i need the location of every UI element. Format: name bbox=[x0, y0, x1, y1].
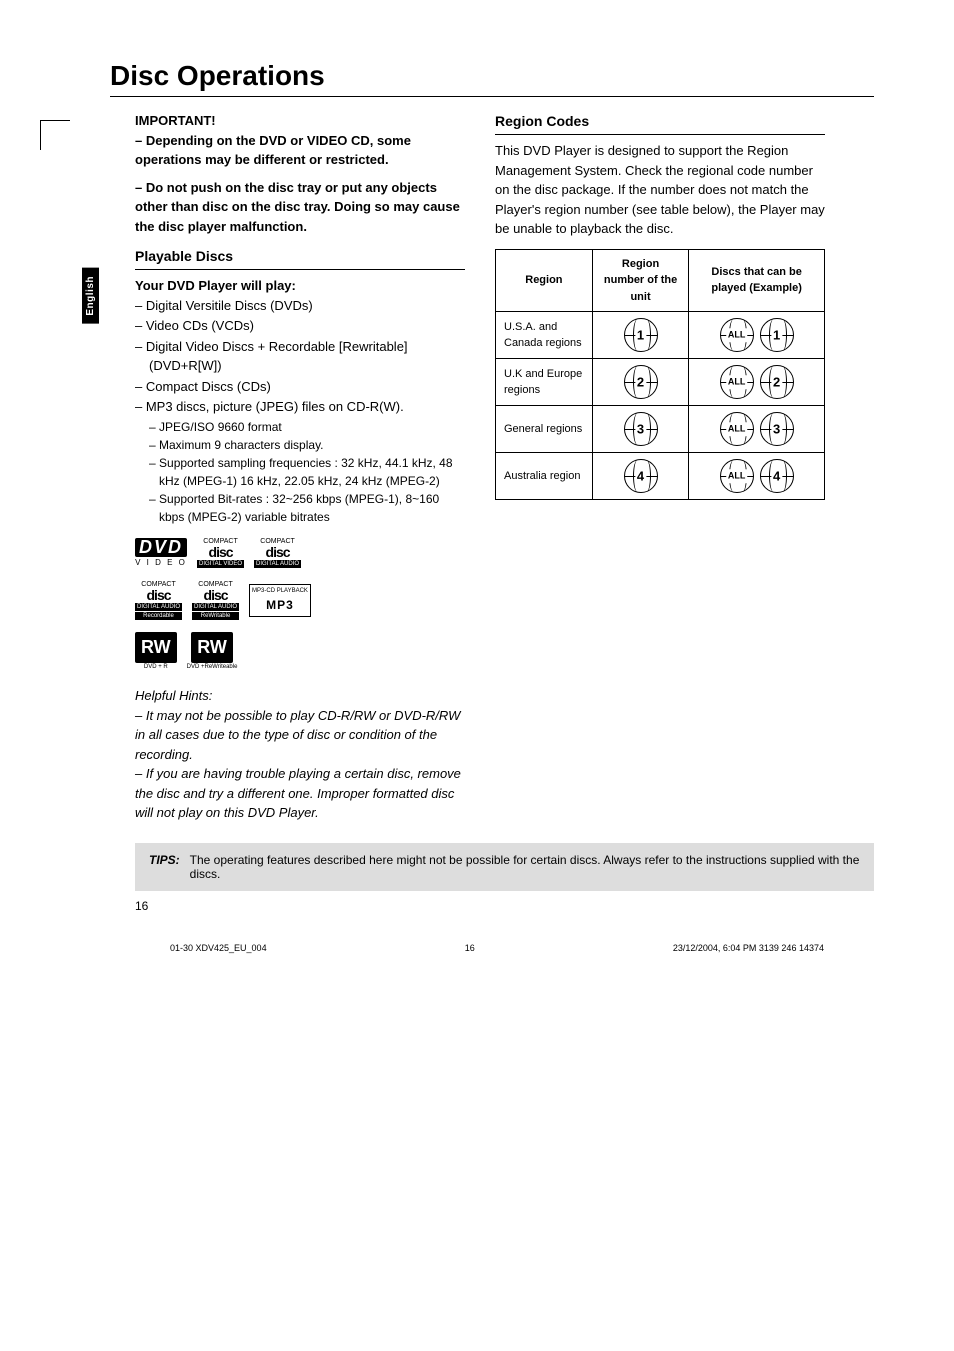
globe-icon: 2 bbox=[760, 365, 794, 399]
list-item: Supported Bit-rates : 32~256 kbps (MPEG-… bbox=[149, 490, 465, 526]
region-num-cell: 2 bbox=[592, 359, 689, 406]
globe-icon: 4 bbox=[760, 459, 794, 493]
tips-box: TIPS: The operating features described h… bbox=[135, 843, 874, 891]
globe-icon: 1 bbox=[760, 318, 794, 352]
tips-text: The operating features described here mi… bbox=[190, 853, 860, 881]
globe-icon: ALL bbox=[720, 459, 754, 493]
list-item: Supported sampling frequencies : 32 kHz,… bbox=[149, 454, 465, 490]
region-example-cell: ALL1 bbox=[689, 312, 825, 359]
region-example-cell: ALL2 bbox=[689, 359, 825, 406]
region-cell: General regions bbox=[496, 406, 593, 453]
list-item: Maximum 9 characters display. bbox=[149, 436, 465, 454]
footer-right: 23/12/2004, 6:04 PM 3139 246 14374 bbox=[673, 943, 824, 953]
language-tab: English bbox=[82, 268, 99, 324]
globe-icon: 3 bbox=[760, 412, 794, 446]
region-heading: Region Codes bbox=[495, 111, 825, 135]
page-number: 16 bbox=[135, 899, 874, 913]
playable-list: Digital Versitile Discs (DVDs) Video CDs… bbox=[135, 296, 465, 417]
table-row: Australia region4ALL4 bbox=[496, 453, 825, 500]
list-item: Digital Versitile Discs (DVDs) bbox=[135, 296, 465, 316]
region-example-cell: ALL4 bbox=[689, 453, 825, 500]
list-item: MP3 discs, picture (JPEG) files on CD-R(… bbox=[135, 397, 465, 417]
dvd-logo: DVD V I D E O bbox=[135, 538, 187, 570]
list-item: Video CDs (VCDs) bbox=[135, 316, 465, 336]
disc-digital-audio-logo: COMPACT disc DIGITAL AUDIO bbox=[254, 538, 301, 568]
important-heading: IMPORTANT! bbox=[135, 111, 465, 131]
tips-label: TIPS: bbox=[149, 853, 180, 881]
region-table: Region Region number of the unit Discs t… bbox=[495, 249, 825, 501]
region-num-cell: 4 bbox=[592, 453, 689, 500]
dvd-logo-text: DVD bbox=[135, 538, 187, 558]
dvd-logo-sub: V I D E O bbox=[135, 557, 187, 569]
rw-r-logo: RW DVD + R bbox=[135, 632, 177, 672]
format-logos-row2: COMPACT disc DIGITAL AUDIO Recordable CO… bbox=[135, 581, 465, 620]
region-num-cell: 1 bbox=[592, 312, 689, 359]
globe-icon: 2 bbox=[624, 365, 658, 399]
list-item: JPEG/ISO 9660 format bbox=[149, 418, 465, 436]
region-body: This DVD Player is designed to support t… bbox=[495, 141, 825, 239]
disc-rewritable-logo: COMPACT disc DIGITAL AUDIO ReWritable bbox=[192, 581, 239, 620]
table-row: U.K and Europe regions2ALL2 bbox=[496, 359, 825, 406]
region-h1: Region bbox=[496, 249, 593, 312]
globe-icon: ALL bbox=[720, 365, 754, 399]
region-cell: U.S.A. and Canada regions bbox=[496, 312, 593, 359]
region-num-cell: 3 bbox=[592, 406, 689, 453]
playable-sublist: JPEG/ISO 9660 format Maximum 9 character… bbox=[135, 418, 465, 526]
playable-sub: Your DVD Player will play: bbox=[135, 276, 465, 296]
playable-heading: Playable Discs bbox=[135, 246, 465, 270]
globe-icon: 1 bbox=[624, 318, 658, 352]
region-cell: Australia region bbox=[496, 453, 593, 500]
format-logos-row3: RW DVD + R RW DVD +ReWriteable bbox=[135, 632, 465, 672]
globe-icon: 4 bbox=[624, 459, 658, 493]
region-example-cell: ALL3 bbox=[689, 406, 825, 453]
table-row: U.S.A. and Canada regions1ALL1 bbox=[496, 312, 825, 359]
footer-left: 01-30 XDV425_EU_004 bbox=[170, 943, 267, 953]
globe-icon: ALL bbox=[720, 318, 754, 352]
table-row: General regions3ALL3 bbox=[496, 406, 825, 453]
rw-rw-logo: RW DVD +ReWriteable bbox=[187, 632, 238, 672]
disc-recordable-logo: COMPACT disc DIGITAL AUDIO Recordable bbox=[135, 581, 182, 620]
footer: 01-30 XDV425_EU_004 16 23/12/2004, 6:04 … bbox=[170, 943, 824, 953]
globe-icon: ALL bbox=[720, 412, 754, 446]
list-item: Digital Video Discs + Recordable [Rewrit… bbox=[135, 337, 465, 376]
disc-digital-video-logo: COMPACT disc DIGITAL VIDEO bbox=[197, 538, 244, 568]
globe-icon: 3 bbox=[624, 412, 658, 446]
list-item: Compact Discs (CDs) bbox=[135, 377, 465, 397]
footer-mid: 16 bbox=[465, 943, 475, 953]
crop-mark bbox=[40, 120, 70, 150]
format-logos: DVD V I D E O COMPACT disc DIGITAL VIDEO… bbox=[135, 538, 465, 570]
region-h2: Region number of the unit bbox=[592, 249, 689, 312]
mp3-logo: MP3-CD PLAYBACK MP3 bbox=[249, 584, 311, 617]
region-cell: U.K and Europe regions bbox=[496, 359, 593, 406]
important-p2: – Do not push on the disc tray or put an… bbox=[135, 178, 465, 237]
page-title: Disc Operations bbox=[110, 60, 874, 97]
hints-heading: Helpful Hints: bbox=[135, 686, 465, 706]
important-p1: – Depending on the DVD or VIDEO CD, some… bbox=[135, 131, 465, 170]
hints-p1: – It may not be possible to play CD-R/RW… bbox=[135, 706, 465, 765]
region-h3: Discs that can be played (Example) bbox=[689, 249, 825, 312]
hints-p2: – If you are having trouble playing a ce… bbox=[135, 764, 465, 823]
